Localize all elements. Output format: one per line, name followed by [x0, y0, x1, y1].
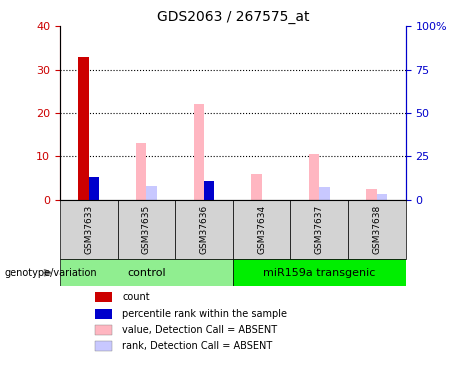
Text: count: count [122, 292, 150, 302]
Bar [89, 177, 99, 200]
Bar [251, 174, 262, 200]
Bar [204, 180, 214, 200]
Bar [348, 200, 406, 259]
Text: genotype/variation: genotype/variation [5, 268, 97, 278]
Bar [290, 200, 348, 259]
Text: percentile rank within the sample: percentile rank within the sample [122, 309, 287, 319]
Bar [204, 180, 214, 200]
Bar [60, 259, 233, 286]
Text: GSM37638: GSM37638 [372, 205, 381, 254]
Bar [146, 186, 157, 200]
Text: GSM37634: GSM37634 [257, 205, 266, 254]
Bar [366, 189, 377, 200]
Text: rank, Detection Call = ABSENT: rank, Detection Call = ABSENT [122, 341, 272, 351]
Bar [95, 292, 112, 303]
Text: value, Detection Call = ABSENT: value, Detection Call = ABSENT [122, 325, 277, 335]
Text: GSM37633: GSM37633 [84, 205, 93, 254]
Bar [95, 325, 112, 335]
Text: GSM37637: GSM37637 [315, 205, 324, 254]
Bar [118, 200, 175, 259]
Bar [194, 104, 204, 200]
Text: GSM37636: GSM37636 [200, 205, 208, 254]
Bar [309, 154, 319, 200]
Text: control: control [127, 268, 165, 278]
Bar [175, 200, 233, 259]
Bar [233, 259, 406, 286]
Bar [95, 341, 112, 351]
Bar [319, 188, 330, 200]
Text: GSM37635: GSM37635 [142, 205, 151, 254]
Bar [233, 200, 290, 259]
Title: GDS2063 / 267575_at: GDS2063 / 267575_at [157, 10, 309, 24]
Text: miR159a transgenic: miR159a transgenic [263, 268, 375, 278]
Bar [377, 194, 387, 200]
Bar [136, 143, 146, 200]
Bar [78, 57, 89, 200]
Bar [95, 309, 112, 319]
Bar [60, 200, 118, 259]
